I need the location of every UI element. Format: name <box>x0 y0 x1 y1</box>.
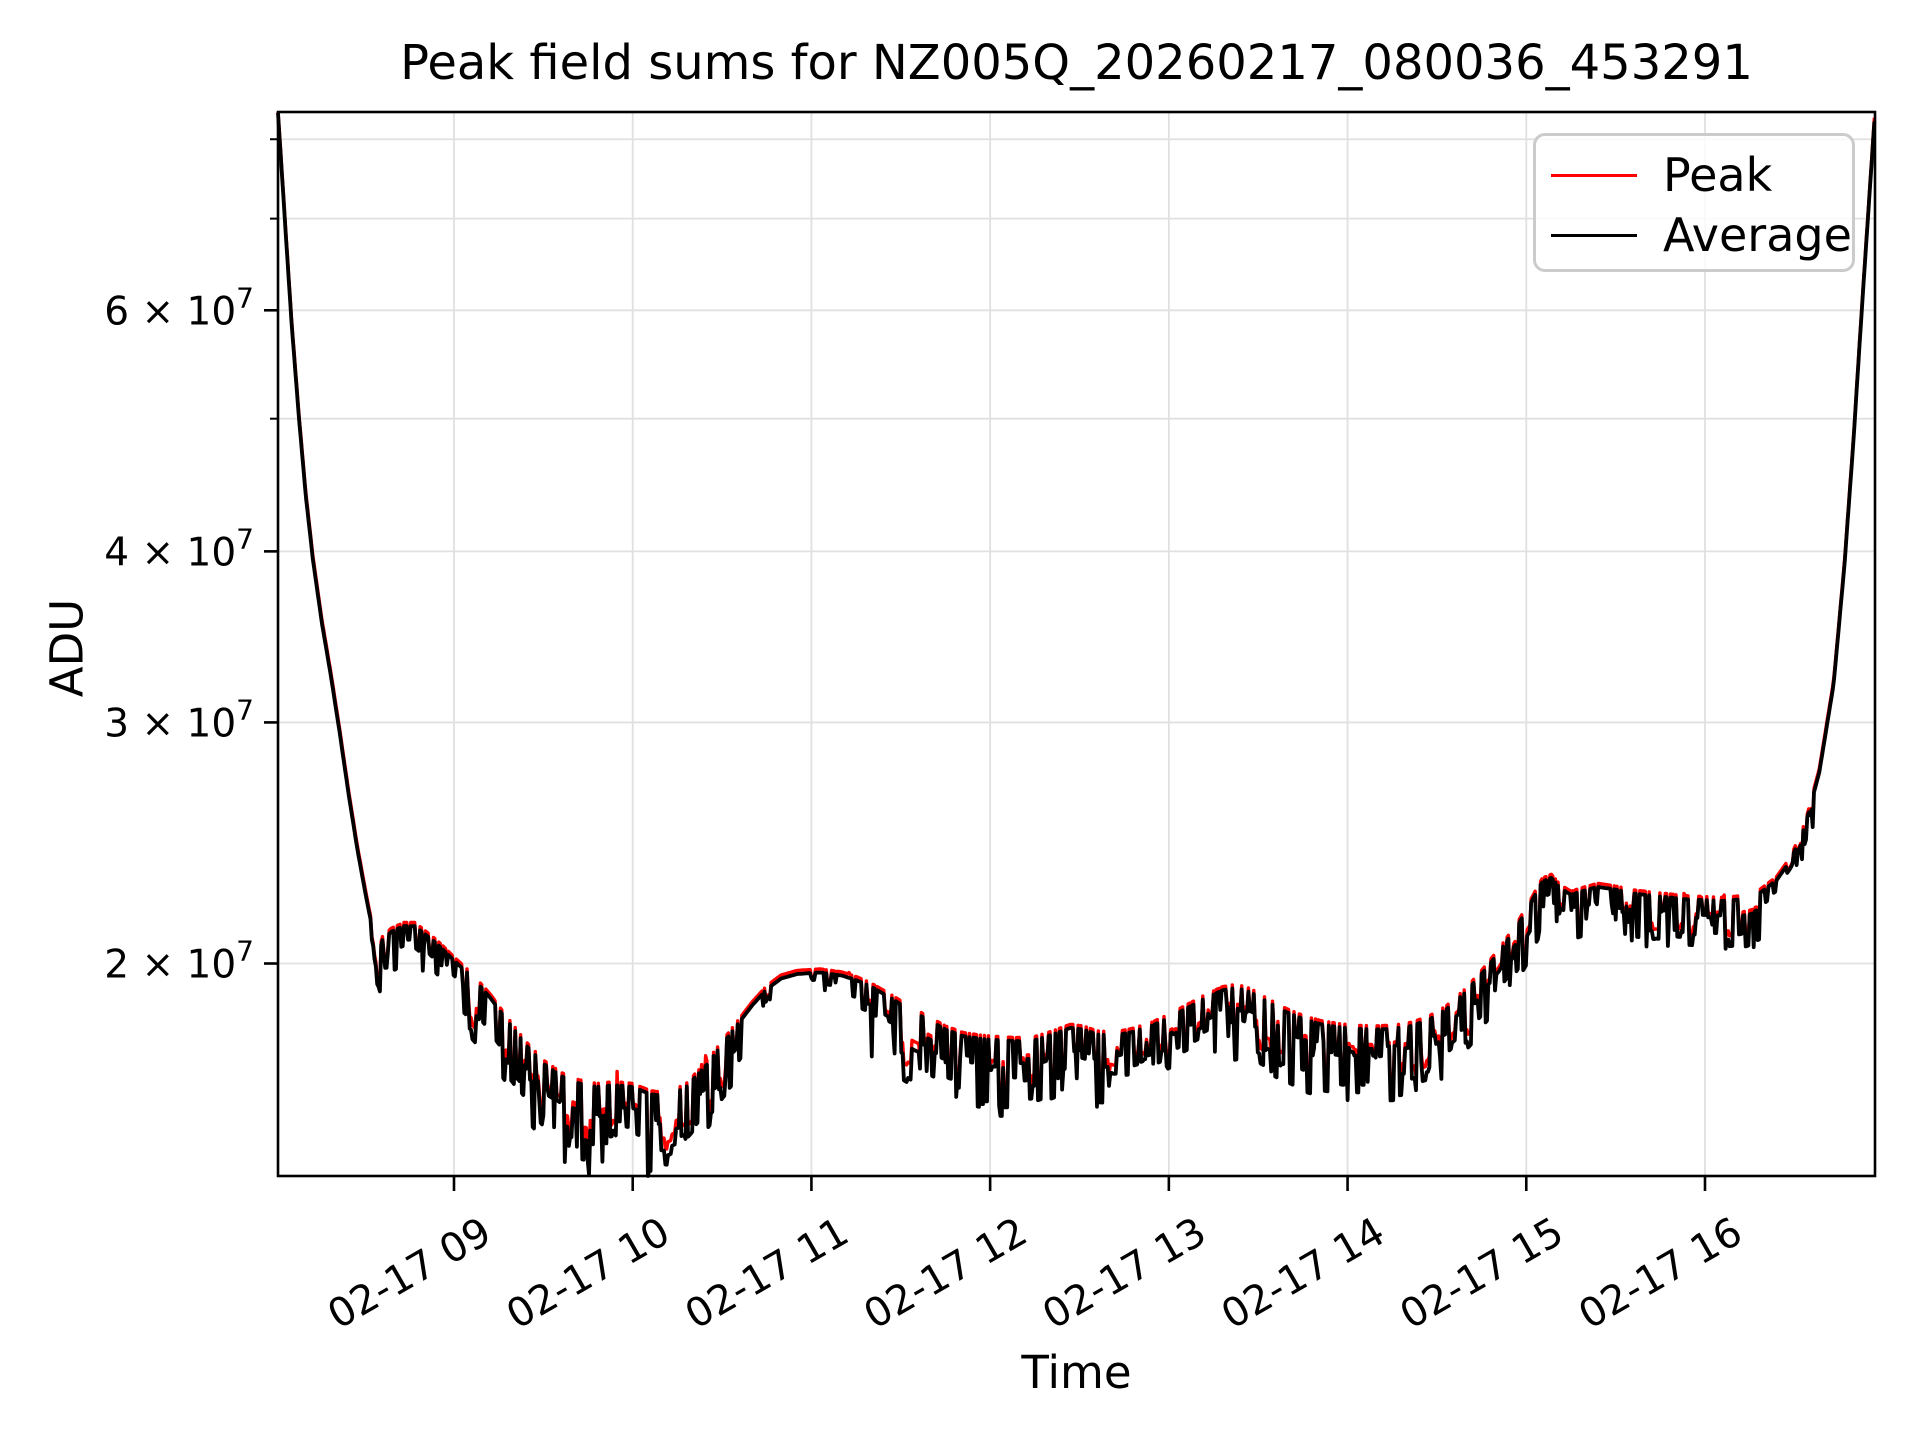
y-axis-label: ADU <box>40 598 94 698</box>
average-line-swatch <box>1551 233 1637 237</box>
legend: Peak Average <box>1533 133 1855 272</box>
x-tick-label: 02-17 15 <box>1393 1209 1572 1339</box>
average-series-line <box>276 112 1877 1178</box>
x-tick-label: 02-17 09 <box>320 1209 499 1339</box>
legend-item-average: Average <box>1536 205 1852 265</box>
axes-spines <box>276 110 1877 1178</box>
legend-item-peak: Peak <box>1536 145 1852 205</box>
x-tick-label: 02-17 13 <box>1035 1209 1214 1339</box>
peak-line-swatch <box>1551 173 1637 177</box>
x-tick-label: 02-17 10 <box>499 1209 678 1339</box>
x-axis-label: Time <box>1021 1346 1132 1399</box>
x-tick-label: 02-17 16 <box>1571 1209 1750 1339</box>
chart-title: Peak field sums for NZ005Q_20260217_0800… <box>400 35 1753 91</box>
legend-label-average: Average <box>1663 208 1852 262</box>
y-tick-label: 3 × 107 <box>104 693 254 746</box>
y-tick-label: 2 × 107 <box>104 935 254 988</box>
x-tick-label: 02-17 14 <box>1214 1209 1393 1339</box>
x-tick-label: 02-17 11 <box>678 1209 857 1339</box>
x-tick-label: 02-17 12 <box>856 1209 1035 1339</box>
legend-label-peak: Peak <box>1663 148 1773 202</box>
y-tick-label: 6 × 107 <box>104 281 254 334</box>
y-tick-label: 4 × 107 <box>104 522 254 575</box>
